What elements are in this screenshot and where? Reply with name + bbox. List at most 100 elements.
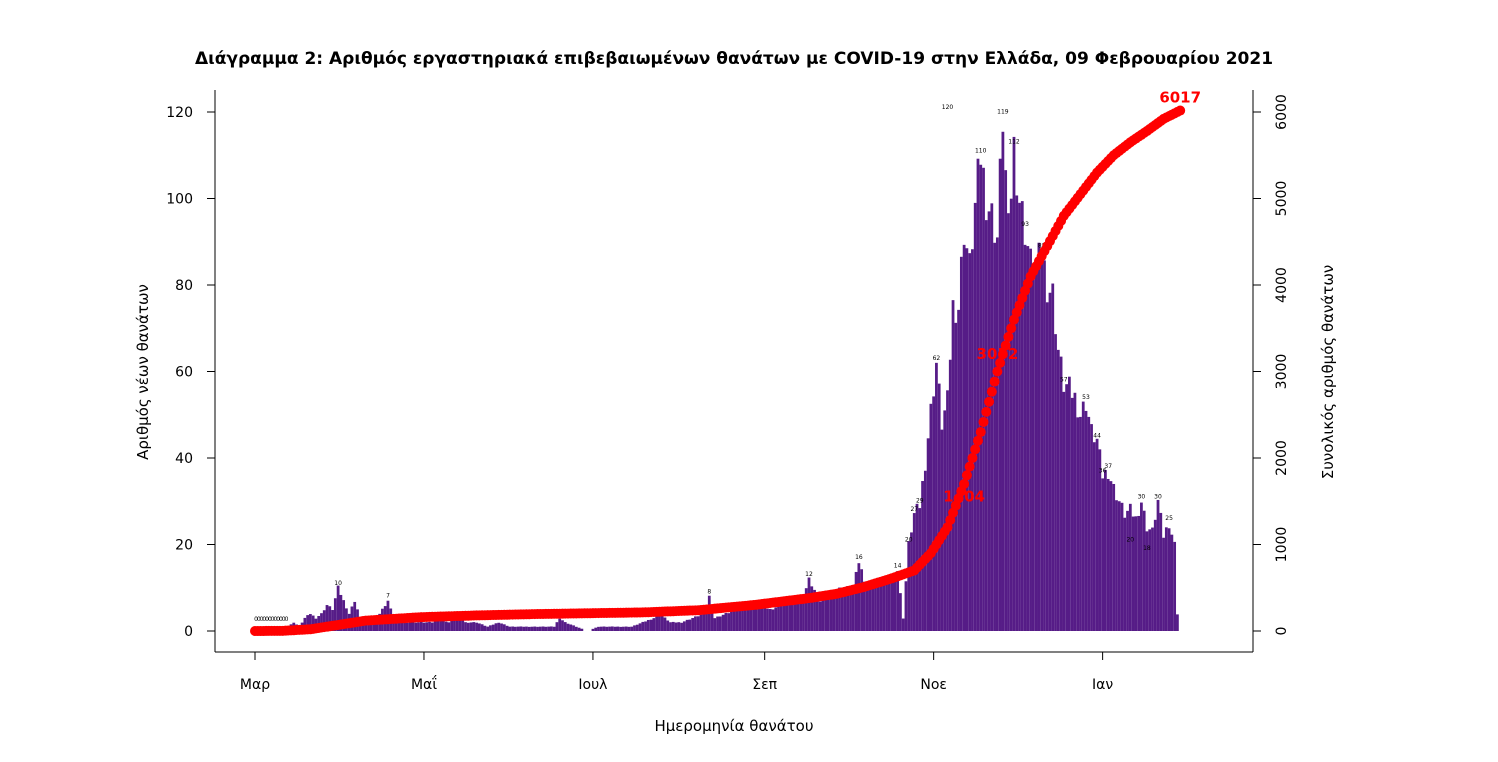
bar-value-label: 30 (1138, 493, 1146, 500)
daily-bar (511, 626, 514, 631)
daily-bar (597, 626, 600, 631)
x-tick-label: Νοε (920, 677, 947, 693)
y-right-tick-label: 3000 (1274, 354, 1290, 390)
daily-bar (890, 573, 894, 631)
daily-bar (901, 618, 905, 631)
y-axis-right-label: Συνολικός αριθμός θανάτων (1319, 265, 1337, 480)
daily-bar (641, 621, 645, 631)
daily-bar (990, 203, 994, 631)
daily-bar (959, 256, 963, 631)
cumulative-point (986, 386, 997, 397)
daily-bar (563, 622, 567, 631)
y-right-tick-label: 5000 (1274, 181, 1290, 217)
daily-bar (533, 626, 537, 631)
daily-bar (851, 587, 855, 631)
bar-value-label: 30 (1154, 493, 1162, 500)
y-left-tick-label: 80 (175, 278, 193, 294)
daily-bar (336, 585, 340, 631)
bar-value-label: 0 (257, 616, 261, 623)
daily-bar (954, 322, 958, 631)
daily-bar (716, 616, 719, 631)
daily-bar (1051, 283, 1055, 631)
daily-bar (829, 591, 833, 631)
daily-bar (608, 626, 611, 631)
daily-bar (536, 626, 539, 631)
daily-bar (879, 584, 883, 631)
daily-bar (655, 615, 659, 631)
daily-bar (863, 581, 866, 631)
daily-bar (1101, 478, 1104, 631)
daily-bar (671, 621, 675, 631)
daily-bar (868, 582, 872, 631)
bar-value-label: 8 (707, 588, 711, 595)
daily-bar (973, 202, 977, 631)
y-right-tick-label: 1000 (1274, 527, 1290, 563)
daily-bar (514, 626, 517, 631)
daily-bar (1004, 170, 1008, 631)
daily-bar (669, 622, 672, 631)
daily-bar (982, 167, 985, 632)
daily-bar (774, 607, 778, 631)
plot-area: 29 62 110 119 112 93 88 120 57 53 37 30 30 25 16 12 10 7 8… (214, 89, 1254, 653)
bar-value-label: 0 (254, 616, 258, 623)
bar-value-label: 27 (910, 506, 918, 513)
daily-bar (505, 625, 509, 631)
y-left-tick-label: 120 (166, 105, 193, 121)
daily-bar (893, 575, 897, 631)
daily-bar (574, 626, 578, 631)
bar-value-label: 110 (975, 147, 987, 154)
daily-bar (635, 624, 639, 631)
daily-bar (860, 569, 864, 631)
daily-bar (1073, 392, 1077, 631)
daily-bar (965, 248, 969, 632)
daily-bar (630, 626, 634, 631)
daily-bar (461, 620, 465, 631)
daily-bar (763, 606, 767, 631)
daily-bar (328, 606, 332, 631)
daily-bar (494, 623, 498, 631)
daily-bar (497, 622, 501, 631)
cumulative-point (995, 357, 1006, 368)
daily-bar (1079, 416, 1082, 631)
daily-bar (322, 610, 326, 631)
daily-bar (502, 624, 506, 631)
daily-bar (1145, 531, 1149, 631)
daily-bar (788, 602, 791, 631)
cumulative-point (1003, 331, 1014, 342)
daily-bar (555, 622, 559, 631)
daily-bar (1040, 258, 1044, 631)
daily-bar (441, 619, 445, 631)
bar-value-label: 0 (271, 616, 275, 623)
bar-value-label: 0 (279, 616, 283, 623)
daily-bar (372, 619, 376, 631)
daily-bar (824, 594, 828, 631)
daily-bar (749, 606, 753, 631)
daily-bar (943, 410, 947, 631)
y-right-tick-label: 4000 (1274, 267, 1290, 303)
daily-bar (948, 359, 952, 631)
daily-bar (475, 622, 478, 631)
daily-bar (1023, 244, 1027, 632)
daily-bar (1062, 391, 1066, 631)
daily-bar (846, 586, 850, 631)
x-axis-label: Ημερομηνία θανάτου (654, 717, 813, 735)
daily-bar (633, 625, 636, 631)
daily-bar (760, 605, 764, 631)
daily-bar (674, 622, 678, 631)
y-left-tick-label: 20 (175, 538, 193, 554)
daily-bar (993, 242, 996, 632)
daily-bar (741, 608, 744, 631)
daily-bar (854, 571, 858, 631)
y-left-tick-label: 100 (166, 192, 193, 208)
daily-bar (832, 592, 836, 631)
cumulative-point (967, 453, 978, 463)
daily-bar (411, 622, 415, 631)
daily-bar (602, 626, 606, 631)
cumulative-point (981, 406, 992, 417)
daily-bar (444, 621, 448, 631)
daily-bar (1095, 438, 1099, 631)
daily-bar (1176, 614, 1179, 631)
daily-bar (810, 586, 814, 631)
daily-bar (453, 620, 456, 631)
daily-bar (929, 403, 933, 631)
